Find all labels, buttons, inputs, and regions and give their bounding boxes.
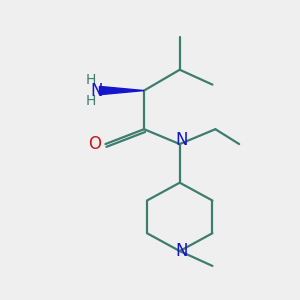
- Text: O: O: [88, 135, 101, 153]
- Text: N: N: [175, 242, 188, 260]
- Text: N: N: [175, 130, 188, 148]
- Text: H: H: [85, 94, 96, 108]
- Polygon shape: [100, 86, 144, 95]
- Text: H: H: [85, 73, 96, 87]
- Text: N: N: [90, 82, 103, 100]
